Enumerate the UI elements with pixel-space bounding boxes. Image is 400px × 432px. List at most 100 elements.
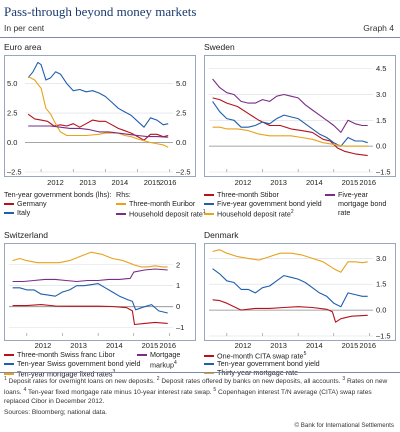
y-tick-label-right: 2	[176, 260, 180, 269]
page-subtitle: In per cent	[4, 23, 45, 33]
series-line-italy	[27, 61, 169, 128]
footnote-3: Rates on new loans.	[4, 378, 388, 397]
series-line-ten-year-government-bond-yield	[212, 268, 368, 308]
sources: Sources: Bloomberg; national data.	[4, 409, 107, 417]
footnote-line: 1 Deposit rates for overnight loans on n…	[4, 376, 388, 406]
x-tick-label: 2013	[70, 341, 87, 350]
chart-euro-area: 5.0 2.5 0.0 –2.5 5.0 2.5 0.0 –2.5	[7, 61, 191, 177]
y-tick-label-right: 1.5	[376, 116, 386, 125]
legend-item-italy: Italy	[4, 208, 30, 217]
y-tick-label-right: 0	[176, 302, 180, 311]
legend-item-euribor: Three-month Euribor	[116, 199, 195, 208]
y-tick-label-right: 3.0	[376, 254, 386, 263]
legend-swatch	[116, 213, 126, 216]
graph-number: Graph 4	[363, 23, 394, 33]
y-tick-label-right: 1	[176, 281, 180, 290]
legend-item-10y-govt: Ten-year Swiss government bond yield	[4, 359, 140, 368]
series-line-household-deposit-rate	[212, 126, 368, 147]
y-tick-label-right: 3.0	[376, 90, 386, 99]
legend-label: Mortgage markup	[150, 350, 181, 370]
y-tick-label-right: 0.0	[176, 138, 186, 147]
footnotes: 1 Deposit rates for overnight loans on n…	[4, 375, 396, 417]
legend-sweden: Three-month Stibor Five-year government …	[204, 190, 396, 228]
legend-item-germany: Germany	[4, 199, 47, 208]
y-tick-label-left: 2.5	[7, 109, 17, 118]
y-tick-label-right: –1.5	[376, 332, 391, 341]
plot-area: 5.0 2.5 0.0 –2.5 5.0 2.5 0.0 –2.5	[4, 55, 196, 177]
x-tick-label: 2014	[111, 178, 129, 187]
x-tick-label: 2013	[79, 178, 97, 187]
series-line-ten-year-mortgage-fixed-rates	[12, 251, 168, 268]
series-line-five-year-mortgage-bond-rate	[212, 78, 368, 133]
x-axis: 2012 2013 2014 2015 2016	[4, 178, 194, 188]
x-axis: 2012 2013 2014 2015 2016	[204, 341, 394, 351]
footnote-ref: 2	[290, 209, 294, 215]
y-tick-label-right: –2.5	[176, 168, 191, 177]
x-tick-label: 2013	[270, 341, 287, 350]
footnote-ref: 5	[303, 351, 307, 357]
y-tick-label-right: 1.5	[376, 280, 386, 289]
x-tick-label: 2015	[141, 341, 159, 350]
series-line-three-month-euribor	[27, 76, 169, 148]
x-tick-label: 2015	[341, 341, 359, 350]
x-tick-label: 2016	[159, 178, 177, 187]
series-line-five-year-government-bond-yield	[212, 101, 368, 147]
page-title: Pass-through beyond money markets	[4, 4, 197, 19]
footnote-2: Deposit rates offered by banks on new de…	[161, 378, 341, 386]
legend-item-10y-govt: Ten-year government bond yield	[204, 359, 320, 368]
legend-item-household-deposit: Household deposit rate2	[204, 208, 294, 218]
legend-item-libor: Three-month Swiss franc Libor	[4, 350, 115, 359]
legend-header-lhs: Ten-year government bonds (lhs):	[4, 190, 112, 199]
y-tick-label-right: 0.0	[376, 142, 386, 151]
x-tick-label: 2012	[47, 178, 64, 187]
copyright: © Bank for International Settlements	[294, 422, 395, 429]
plot-area: 3.0 1.5 0.0 –1.5	[204, 243, 396, 341]
legend-label: Ten-year Swiss government bond yield	[17, 359, 141, 368]
legend-label: Italy	[17, 208, 31, 217]
footnote-ref: 4	[173, 360, 177, 366]
legend-swatch	[137, 354, 147, 356]
x-tick-label: 2014	[105, 341, 123, 350]
panel-title: Euro area	[4, 42, 42, 52]
legend-swatch	[204, 194, 214, 197]
series-line-three-month-swiss-franc-libor	[12, 304, 168, 326]
legend-item-mortgage-markup: Mortgage markup4	[137, 350, 196, 370]
legend-label: Ten-year mortgage fixed rates	[17, 369, 113, 379]
y-tick-label-right: 0.0	[376, 306, 386, 315]
plot-area: 4.5 3.0 1.5 0.0 –1.5	[204, 55, 396, 177]
y-tick-label-right: 2.5	[176, 109, 186, 118]
footnote-ref: 1	[202, 209, 206, 215]
footnote-1: Deposit rates for overnight loans on new…	[8, 378, 155, 386]
legend-label: Three-month Stibor	[217, 190, 279, 199]
x-tick-label: 2012	[234, 178, 252, 187]
series-line-one-month-cita-swap-rate	[212, 299, 368, 323]
series-line-three-month-stibor	[212, 97, 368, 157]
legend-swatch	[4, 212, 14, 215]
series-line-ten-year-swiss-government-bond-yield	[12, 283, 168, 314]
series-line-household-deposit-rate	[28, 125, 169, 138]
legend-swatch	[204, 372, 214, 375]
panel-euro-area: Euro area 5.0 2.5 0.0 –2.5 5.0 2.5 0.0 –2.5 201…	[4, 42, 206, 228]
legend-label: Five-year mortgage bond rate	[338, 190, 387, 217]
legend-item-5y-mortgage: Five-year mortgage bond rate	[325, 190, 394, 217]
legend-swatch	[4, 354, 14, 357]
legend-denmark: One-month CITA swap rate5 Ten-year gover…	[204, 350, 396, 378]
legend-swatch	[204, 355, 214, 358]
legend-label: Germany	[17, 199, 47, 208]
legend-swatch	[325, 194, 335, 196]
x-tick-label: 2015	[143, 178, 161, 187]
legend-label: Three-month Swiss franc Libor	[17, 350, 115, 359]
footer-divider	[0, 372, 400, 373]
chart-denmark: 3.0 1.5 0.0 –1.5	[209, 249, 391, 341]
footnote-5: Copenhagen interest T/N average (CITA) s…	[4, 389, 372, 406]
panel-title: Sweden	[204, 42, 235, 52]
y-tick-label-right: 4.5	[376, 64, 386, 73]
y-tick-label-right: –1.5	[376, 168, 391, 177]
x-tick-label: 2014	[305, 178, 323, 187]
legend-swatch	[204, 213, 214, 216]
legend-label: Five-year government bond yield	[217, 199, 322, 208]
y-tick-label-left: 5.0	[7, 79, 17, 88]
x-tick-label: 2015	[341, 178, 359, 187]
legend-switzerland: Three-month Swiss franc Libor Ten-year S…	[4, 350, 196, 378]
panel-switzerland: Switzerland 2 1 0 –1 2012 2013 2014 2015 2016 T…	[4, 230, 196, 378]
